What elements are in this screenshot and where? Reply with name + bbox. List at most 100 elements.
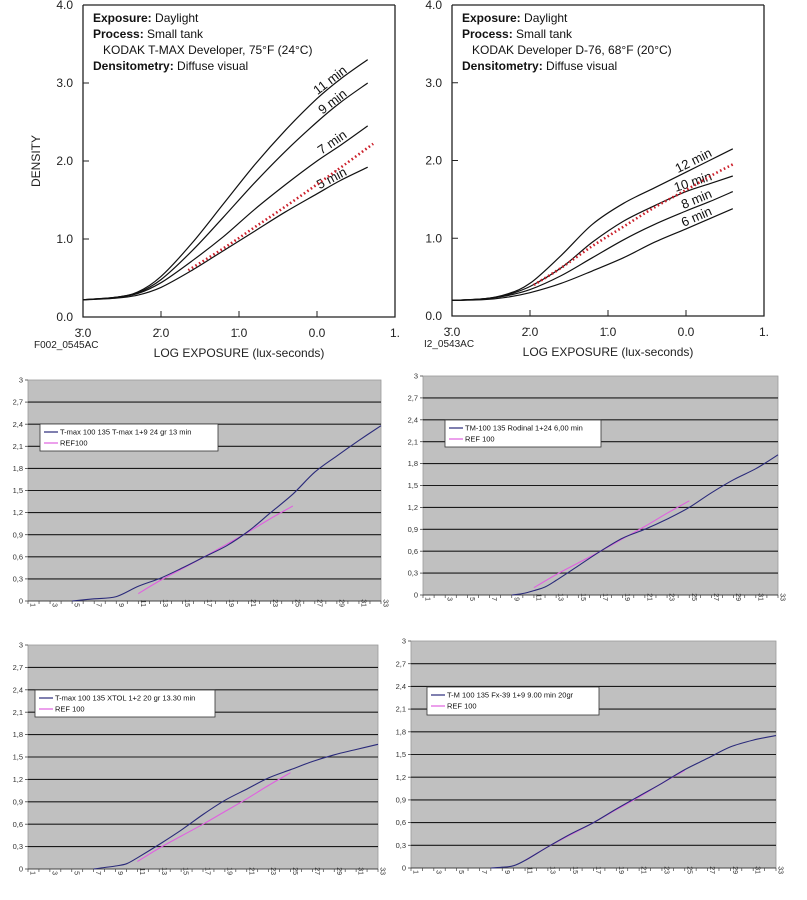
y-tick-label: 0,3 (13, 575, 23, 584)
x-tick-label: 0.0 (309, 326, 326, 340)
x-tick-label: 3 (446, 597, 453, 601)
x-tick-label: 31 (756, 593, 763, 601)
kodak-chart-tmax-developer: 0.0 1.0 2.0 3.0 4.0 3̄.0 2̄.0 1̄.0 0.0 1. LOG EXPO… (29, 0, 400, 360)
info-label: Process: (93, 27, 144, 41)
kodak-chart-d76: 0.0 1.0 2.0 3.0 4.0 3̄.0 2̄.0 1̄.0 0.0 1. LOG EXPO… (424, 0, 769, 359)
x-tick-label: 7 (480, 870, 487, 874)
curve-label: 7 min (315, 127, 350, 157)
curve-label: 6 min (679, 203, 714, 229)
info-value: Diffuse visual (174, 59, 248, 73)
x-tick-label: 7 (490, 597, 497, 601)
plot-area (410, 640, 777, 869)
density-chart-2: 00,30,60,91,21,51,82,12,42,731 3 5 7 9 11 13 15… (408, 372, 786, 601)
reference-curve-dotted (533, 163, 734, 286)
info-line: Process: Small tank (462, 27, 573, 41)
legend-label: T-M 100 135 Fx-39 1+9 9.00 min 20gr (447, 691, 574, 700)
info-value: Diffuse visual (543, 59, 617, 73)
x-tick-label: 17 (601, 593, 608, 601)
x-tick-label: 31 (357, 867, 364, 875)
legend-label: REF 100 (447, 702, 477, 711)
x-tick-label: 9 (116, 871, 123, 875)
reference-line (524, 769, 686, 861)
curve-11-min (82, 59, 369, 301)
legend-box (426, 686, 600, 716)
x-tick-label: 15 (571, 866, 578, 874)
y-tick-label: 2,4 (396, 682, 406, 691)
y-tick-label: 3 (19, 641, 23, 650)
y-tick-label: 0 (19, 865, 23, 874)
x-tick-label: 27 (313, 867, 320, 875)
y-tick-label: 4.0 (425, 0, 442, 12)
y-tick-label: 0 (414, 591, 418, 600)
x-tick-label: 21 (645, 593, 652, 601)
reference-curve-dotted (187, 142, 374, 272)
x-tick-label: 0.0 (678, 325, 695, 339)
x-tick-label: 1 (29, 603, 36, 607)
x-tick-label: 15 (579, 593, 586, 601)
x-tick-label: 2̄.0 (153, 326, 170, 340)
x-tick-label: 13 (160, 867, 167, 875)
info-line: Densitometry: Diffuse visual (93, 59, 248, 73)
info-value: KODAK T-MAX Developer, 75°F (24°C) (103, 43, 312, 57)
info-line: Exposure: Daylight (93, 11, 199, 25)
y-tick-label: 2,7 (408, 394, 418, 403)
y-tick-label: 1,5 (396, 750, 406, 759)
legend-label: REF 100 (55, 705, 85, 714)
x-tick-label: 31 (754, 866, 761, 874)
curve-label: 8 min (679, 186, 714, 212)
y-tick-label: 1,2 (408, 503, 418, 512)
y-tick-label: 1,2 (396, 773, 406, 782)
legend-box (444, 419, 602, 448)
y-tick-label: 1,8 (408, 459, 418, 468)
y-tick-label: 0,9 (13, 797, 23, 806)
y-tick-label: 2.0 (56, 154, 73, 168)
x-tick-label: 11 (138, 868, 145, 875)
reference-line (137, 772, 291, 862)
y-tick-label: 1,8 (13, 464, 23, 473)
x-tick-label: 21 (640, 866, 647, 874)
y-tick-label: 0.0 (425, 309, 442, 323)
y-tick-label: 0 (19, 597, 23, 606)
legend: T-max 100 135 XTOL 1+2 20 gr 13.30 min RE… (34, 689, 216, 718)
x-tick-label: 2̄.0 (522, 325, 539, 339)
x-tick-label: 1. (759, 325, 769, 339)
x-tick-label: 13 (161, 599, 168, 607)
y-tick-label: 3 (402, 637, 406, 646)
x-tick-label: 5 (72, 871, 79, 875)
x-tick-label: 33 (777, 866, 784, 874)
y-tick-label: 3.0 (425, 76, 442, 90)
y-tick-label: 2.0 (425, 154, 442, 168)
density-chart-3: 00,30,60,91,21,51,82,12,42,731 3 5 7 9 11 13 15… (13, 641, 386, 875)
plot-area (27, 644, 379, 870)
x-axis-label: LOG EXPOSURE (lux-seconds) (523, 345, 694, 359)
legend-label: REF 100 (465, 435, 495, 444)
plot-frame (82, 5, 396, 318)
y-tick-label: 2,4 (408, 415, 418, 424)
x-tick-label: 33 (382, 599, 389, 607)
y-tick-label: 2,7 (396, 659, 406, 668)
x-tick-label: 11 (534, 594, 541, 601)
x-tick-label: 3̄.0 (75, 326, 92, 340)
x-tick-label: 25 (293, 599, 300, 607)
legend-box (34, 689, 216, 718)
x-tick-label: 21 (247, 867, 254, 875)
y-tick-label: 0,3 (13, 842, 23, 851)
x-tick-label: 13 (557, 593, 564, 601)
x-tick-label: 29 (337, 599, 344, 607)
y-tick-label: 2,1 (396, 705, 406, 714)
y-tick-label: 0,3 (408, 569, 418, 578)
legend: TM-100 135 Rodinal 1+24 6,00 min REF 100 (444, 419, 602, 448)
x-tick-label: 15 (182, 867, 189, 875)
legend: T-M 100 135 Fx-39 1+9 9.00 min 20gr REF 1… (426, 686, 600, 716)
y-tick-label: 1,2 (13, 775, 23, 784)
x-tick-label: 5 (468, 597, 475, 601)
x-tick-label: 25 (685, 866, 692, 874)
x-tick-label: 33 (379, 867, 386, 875)
x-tick-label: 5 (73, 603, 80, 607)
curve-label: 9 min (315, 86, 349, 117)
curve-label: 10 min (672, 168, 714, 195)
figure-code: F002_0545AC (34, 340, 99, 351)
y-tick-label: 1,8 (396, 727, 406, 736)
x-tick-label: 23 (668, 593, 675, 601)
